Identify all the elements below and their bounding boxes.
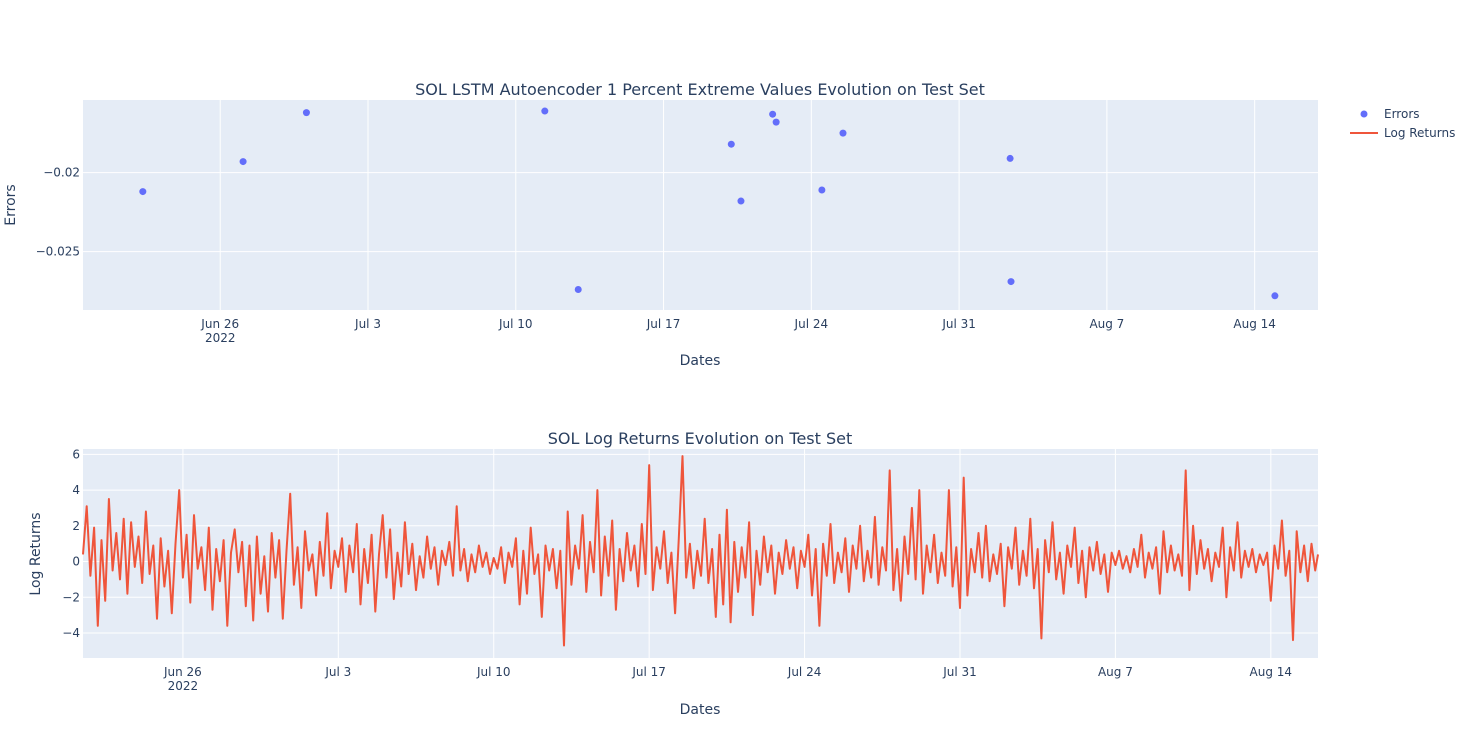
error-point[interactable] [818, 186, 826, 194]
x-tick-label: Jul 3 [354, 317, 381, 331]
y-tick-label: 6 [72, 447, 80, 461]
x-tick-label: Aug 7 [1098, 665, 1133, 679]
x-tick-label: Jul 17 [646, 317, 681, 331]
legend-errors-label: Errors [1384, 107, 1420, 121]
legend-item-errors[interactable]: Errors [1360, 107, 1420, 121]
x-tick-label: Jul 10 [476, 665, 511, 679]
x-tick-label: Aug 14 [1250, 665, 1293, 679]
x-tick-label: Jul 3 [324, 665, 351, 679]
log-returns-y-ticks: 6 4 2 0 −2 −4 [62, 447, 80, 640]
error-point[interactable] [239, 158, 247, 166]
log-returns-chart-title: SOL Log Returns Evolution on Test Set [548, 429, 853, 448]
legend-log-returns-label: Log Returns [1384, 126, 1455, 140]
log-returns-x-axis-label: Dates [680, 702, 721, 718]
log-returns-y-axis-label: Log Returns [28, 512, 44, 595]
log-returns-line-group [82, 455, 1319, 647]
error-point[interactable] [839, 129, 847, 137]
y-tick-label: 2 [72, 519, 80, 533]
errors-markers [139, 107, 1279, 300]
errors-plot-area[interactable] [83, 100, 1318, 310]
log-returns-gridlines [83, 449, 1318, 658]
x-tick-label: Jun 26 [163, 665, 202, 679]
x-tick-label: Jul 31 [941, 317, 976, 331]
y-tick-label: −4 [62, 626, 80, 640]
x-tick-label: Jul 24 [787, 665, 822, 679]
error-point[interactable] [139, 188, 147, 196]
error-point[interactable] [1007, 278, 1015, 286]
y-tick-label: −2 [62, 590, 80, 604]
errors-gridlines [83, 100, 1318, 310]
x-tick-year-label: 2022 [205, 331, 236, 345]
x-tick-label: Jul 31 [942, 665, 977, 679]
x-tick-label: Aug 14 [1233, 317, 1276, 331]
x-tick-label: Jul 10 [498, 317, 533, 331]
error-point[interactable] [727, 140, 735, 148]
log-returns-line[interactable] [82, 455, 1319, 647]
x-tick-label: Aug 7 [1089, 317, 1124, 331]
error-point[interactable] [769, 110, 777, 118]
error-point[interactable] [1006, 154, 1014, 162]
error-point[interactable] [737, 197, 745, 205]
x-tick-label: Jul 17 [631, 665, 666, 679]
error-point[interactable] [772, 118, 780, 126]
errors-y-ticks: −0.02 −0.025 [36, 166, 80, 259]
x-tick-label: Jul 24 [794, 317, 829, 331]
y-tick-label: 4 [72, 483, 80, 497]
legend: Errors Log Returns [1350, 107, 1455, 140]
errors-chart-title: SOL LSTM Autoencoder 1 Percent Extreme V… [415, 80, 985, 99]
errors-y-axis-label: Errors [3, 184, 19, 225]
x-tick-year-label: 2022 [168, 679, 199, 693]
error-point[interactable] [574, 285, 582, 293]
error-point[interactable] [541, 107, 549, 115]
errors-x-axis-label: Dates [680, 353, 721, 369]
legend-errors-marker [1360, 110, 1368, 118]
legend-item-log-returns[interactable]: Log Returns [1350, 126, 1455, 140]
error-point[interactable] [1271, 292, 1279, 300]
y-tick-label: −0.025 [36, 245, 80, 259]
y-tick-label: −0.02 [43, 166, 80, 180]
y-tick-label: 0 [72, 555, 80, 569]
x-tick-label: Jun 26 [200, 317, 239, 331]
error-point[interactable] [302, 109, 310, 117]
